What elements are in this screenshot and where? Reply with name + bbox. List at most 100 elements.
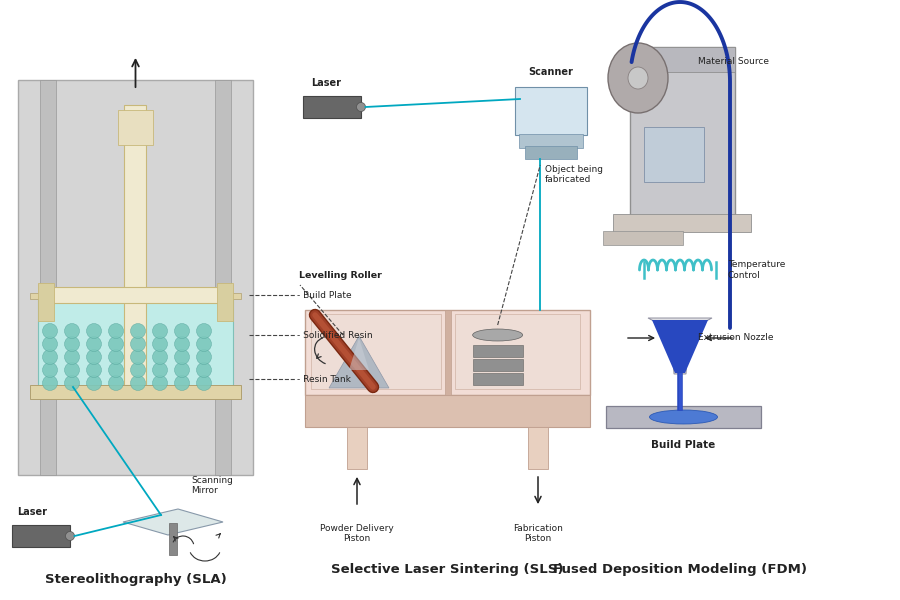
- Circle shape: [109, 376, 123, 391]
- Bar: [613, 214, 751, 232]
- Bar: [30, 293, 241, 299]
- Text: Laser: Laser: [17, 507, 47, 517]
- Ellipse shape: [628, 67, 648, 89]
- Circle shape: [175, 362, 190, 377]
- Text: - Resin Tank: - Resin Tank: [297, 374, 351, 383]
- Text: Powder Delivery
Piston: Powder Delivery Piston: [320, 524, 394, 544]
- Bar: [528, 427, 548, 469]
- Circle shape: [175, 323, 190, 338]
- Circle shape: [175, 376, 190, 391]
- Circle shape: [196, 376, 211, 391]
- Bar: [30, 385, 241, 399]
- Bar: [215, 80, 231, 475]
- Bar: [311, 314, 441, 389]
- Text: Selective Laser Sintering (SLS): Selective Laser Sintering (SLS): [331, 563, 563, 577]
- Circle shape: [42, 337, 58, 352]
- Bar: [603, 231, 683, 245]
- Circle shape: [109, 323, 123, 338]
- Circle shape: [86, 376, 102, 391]
- Bar: [515, 87, 587, 135]
- Text: Scanning
Mirror: Scanning Mirror: [191, 476, 233, 495]
- Circle shape: [130, 349, 146, 365]
- Bar: [38, 283, 54, 321]
- Text: - Build Plate: - Build Plate: [297, 290, 352, 299]
- Bar: [644, 127, 704, 182]
- Circle shape: [196, 337, 211, 352]
- Circle shape: [196, 349, 211, 365]
- Bar: [454, 314, 580, 389]
- Circle shape: [65, 349, 79, 365]
- Text: Levelling Roller: Levelling Roller: [299, 271, 382, 280]
- Circle shape: [175, 337, 190, 352]
- Bar: [217, 283, 233, 321]
- Bar: [12, 525, 70, 547]
- Bar: [18, 80, 253, 475]
- Circle shape: [65, 337, 79, 352]
- Text: - Solidified Resin: - Solidified Resin: [297, 331, 373, 340]
- Circle shape: [42, 376, 58, 391]
- Circle shape: [196, 323, 211, 338]
- Circle shape: [109, 362, 123, 377]
- Bar: [347, 427, 367, 469]
- Text: Build Plate: Build Plate: [652, 440, 716, 450]
- Bar: [630, 47, 735, 222]
- Bar: [525, 146, 577, 159]
- Bar: [472, 373, 523, 385]
- Circle shape: [86, 323, 102, 338]
- Circle shape: [66, 532, 75, 541]
- Circle shape: [152, 323, 167, 338]
- Bar: [630, 47, 735, 72]
- Circle shape: [152, 337, 167, 352]
- Circle shape: [65, 376, 79, 391]
- Circle shape: [109, 337, 123, 352]
- Polygon shape: [123, 509, 223, 535]
- Circle shape: [109, 349, 123, 365]
- Bar: [305, 395, 590, 427]
- Ellipse shape: [472, 329, 523, 341]
- Circle shape: [130, 337, 146, 352]
- Text: Extrusion Nozzle: Extrusion Nozzle: [698, 334, 773, 343]
- Bar: [50, 287, 221, 303]
- Circle shape: [42, 362, 58, 377]
- Circle shape: [130, 362, 146, 377]
- Bar: [303, 96, 361, 118]
- Polygon shape: [652, 320, 708, 373]
- Polygon shape: [648, 318, 712, 330]
- Polygon shape: [329, 336, 389, 388]
- Ellipse shape: [650, 410, 717, 424]
- Circle shape: [175, 349, 190, 365]
- Text: Object being
fabricated: Object being fabricated: [545, 165, 603, 184]
- Circle shape: [152, 362, 167, 377]
- Circle shape: [86, 349, 102, 365]
- Circle shape: [130, 376, 146, 391]
- Text: Fabrication
Piston: Fabrication Piston: [513, 524, 562, 544]
- Bar: [519, 134, 583, 148]
- Circle shape: [65, 362, 79, 377]
- Bar: [119, 110, 152, 145]
- Bar: [606, 406, 761, 428]
- Circle shape: [152, 376, 167, 391]
- Bar: [40, 80, 56, 475]
- Circle shape: [86, 362, 102, 377]
- Bar: [38, 297, 233, 387]
- Circle shape: [130, 323, 146, 338]
- Circle shape: [196, 362, 211, 377]
- Text: Stereolithography (SLA): Stereolithography (SLA): [45, 574, 227, 587]
- Circle shape: [42, 349, 58, 365]
- Bar: [169, 523, 177, 555]
- Text: Laser: Laser: [311, 78, 341, 88]
- Circle shape: [152, 349, 167, 365]
- Polygon shape: [671, 330, 689, 374]
- Text: Temperature
Control: Temperature Control: [728, 260, 786, 280]
- Bar: [472, 345, 523, 357]
- Text: Material Source: Material Source: [698, 58, 769, 67]
- Bar: [124, 105, 147, 385]
- Bar: [472, 359, 523, 371]
- Polygon shape: [349, 338, 369, 370]
- Text: Fused Deposition Modeling (FDM): Fused Deposition Modeling (FDM): [553, 563, 807, 577]
- Circle shape: [86, 337, 102, 352]
- Bar: [305, 310, 590, 395]
- Circle shape: [356, 103, 365, 112]
- Bar: [445, 310, 451, 395]
- Ellipse shape: [608, 43, 668, 113]
